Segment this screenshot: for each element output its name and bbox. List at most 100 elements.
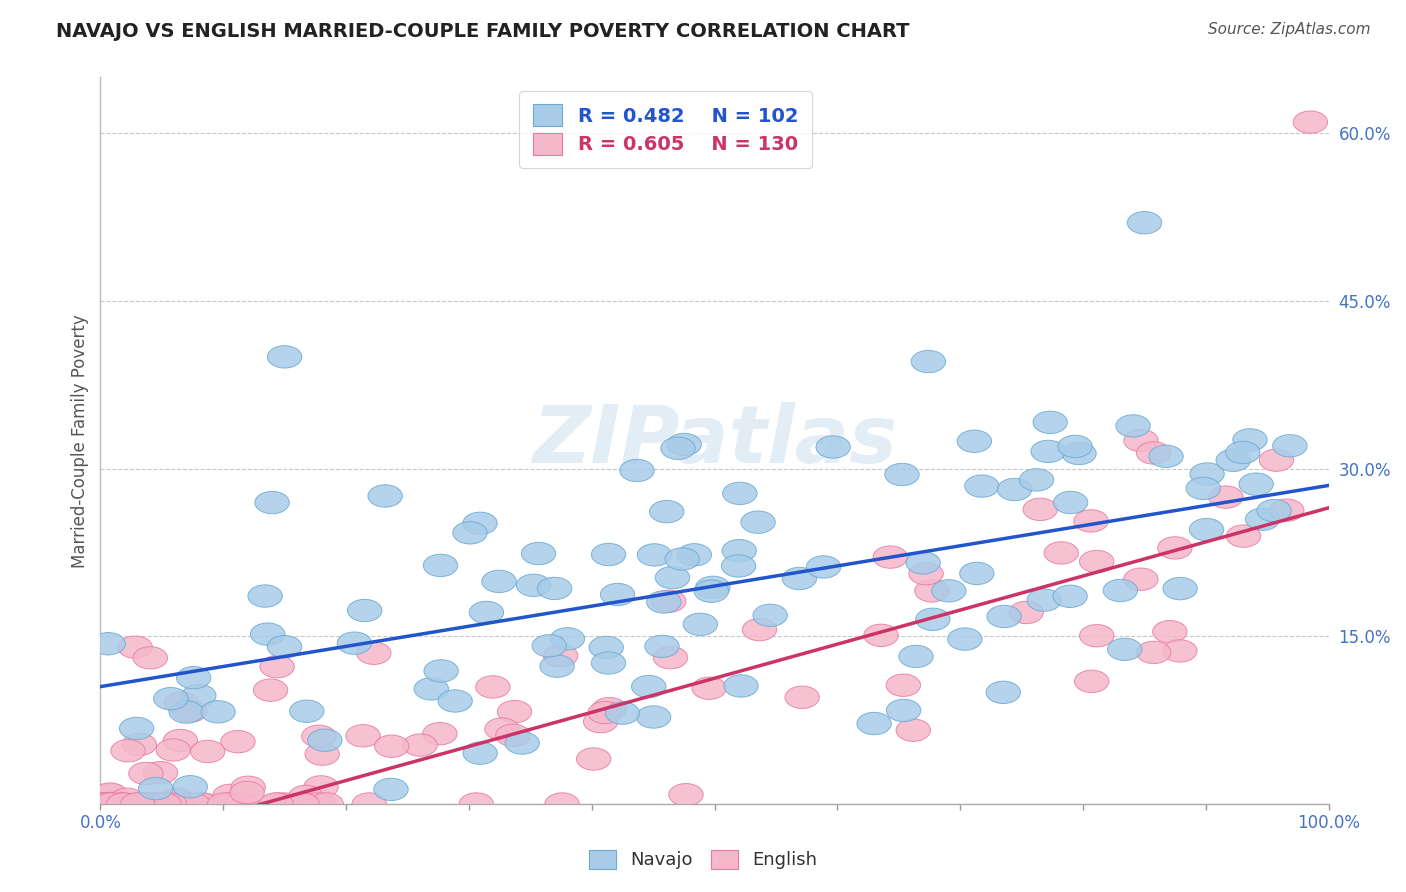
Ellipse shape (96, 793, 129, 815)
Ellipse shape (806, 556, 841, 578)
Ellipse shape (696, 576, 730, 599)
Ellipse shape (163, 730, 198, 752)
Ellipse shape (357, 642, 391, 665)
Ellipse shape (537, 577, 572, 599)
Ellipse shape (661, 437, 695, 459)
Ellipse shape (654, 647, 688, 669)
Ellipse shape (368, 484, 402, 508)
Ellipse shape (374, 735, 409, 757)
Ellipse shape (136, 793, 172, 815)
Ellipse shape (212, 784, 247, 806)
Ellipse shape (723, 483, 756, 505)
Ellipse shape (1187, 477, 1220, 500)
Ellipse shape (156, 739, 190, 761)
Ellipse shape (97, 791, 132, 814)
Ellipse shape (260, 656, 294, 678)
Ellipse shape (1080, 624, 1114, 647)
Ellipse shape (1024, 498, 1057, 521)
Ellipse shape (665, 548, 699, 570)
Ellipse shape (1074, 509, 1108, 533)
Ellipse shape (1157, 537, 1192, 559)
Ellipse shape (186, 793, 219, 815)
Ellipse shape (908, 563, 943, 585)
Ellipse shape (107, 793, 142, 815)
Ellipse shape (337, 632, 371, 655)
Y-axis label: Married-Couple Family Poverty: Married-Couple Family Poverty (72, 314, 89, 567)
Ellipse shape (1260, 449, 1294, 471)
Ellipse shape (152, 793, 187, 815)
Ellipse shape (1163, 577, 1198, 599)
Ellipse shape (285, 793, 319, 815)
Ellipse shape (89, 793, 122, 815)
Ellipse shape (89, 793, 122, 815)
Ellipse shape (87, 793, 121, 815)
Ellipse shape (1062, 442, 1097, 465)
Text: ZIPatlas: ZIPatlas (531, 401, 897, 480)
Ellipse shape (1226, 524, 1261, 548)
Ellipse shape (1136, 442, 1171, 464)
Ellipse shape (606, 702, 640, 724)
Ellipse shape (415, 678, 449, 700)
Ellipse shape (965, 475, 1000, 498)
Ellipse shape (1026, 589, 1062, 611)
Ellipse shape (290, 700, 323, 723)
Ellipse shape (589, 636, 623, 658)
Ellipse shape (221, 731, 254, 753)
Ellipse shape (176, 793, 209, 815)
Ellipse shape (122, 793, 156, 815)
Ellipse shape (505, 731, 540, 755)
Ellipse shape (742, 618, 776, 640)
Ellipse shape (212, 793, 246, 815)
Ellipse shape (89, 793, 122, 815)
Ellipse shape (754, 604, 787, 626)
Ellipse shape (724, 674, 758, 698)
Ellipse shape (655, 566, 690, 589)
Ellipse shape (741, 511, 775, 533)
Ellipse shape (121, 793, 155, 815)
Ellipse shape (347, 599, 382, 622)
Ellipse shape (247, 585, 283, 607)
Ellipse shape (1123, 568, 1159, 591)
Ellipse shape (110, 789, 145, 811)
Ellipse shape (93, 783, 127, 805)
Ellipse shape (576, 747, 610, 770)
Ellipse shape (134, 793, 169, 815)
Ellipse shape (540, 655, 574, 677)
Text: Source: ZipAtlas.com: Source: ZipAtlas.com (1208, 22, 1371, 37)
Ellipse shape (815, 436, 851, 458)
Ellipse shape (190, 740, 225, 763)
Ellipse shape (637, 544, 672, 566)
Ellipse shape (1053, 491, 1088, 514)
Ellipse shape (1226, 442, 1260, 464)
Ellipse shape (259, 793, 294, 815)
Ellipse shape (498, 700, 531, 723)
Ellipse shape (231, 781, 264, 804)
Ellipse shape (153, 688, 188, 710)
Ellipse shape (645, 635, 679, 657)
Ellipse shape (173, 700, 207, 723)
Ellipse shape (305, 743, 339, 765)
Ellipse shape (118, 793, 152, 815)
Ellipse shape (1074, 670, 1109, 692)
Ellipse shape (1189, 518, 1223, 541)
Ellipse shape (669, 783, 703, 805)
Ellipse shape (592, 698, 627, 720)
Ellipse shape (960, 562, 994, 584)
Ellipse shape (159, 789, 194, 811)
Ellipse shape (352, 793, 387, 815)
Ellipse shape (423, 554, 458, 576)
Ellipse shape (1053, 585, 1087, 607)
Ellipse shape (288, 785, 323, 807)
Ellipse shape (482, 570, 516, 592)
Ellipse shape (208, 793, 242, 815)
Ellipse shape (905, 551, 941, 574)
Ellipse shape (253, 679, 288, 701)
Ellipse shape (873, 546, 907, 568)
Ellipse shape (475, 676, 510, 698)
Ellipse shape (100, 793, 135, 815)
Ellipse shape (89, 793, 124, 815)
Ellipse shape (1128, 211, 1161, 234)
Ellipse shape (911, 351, 946, 373)
Ellipse shape (94, 793, 128, 815)
Ellipse shape (1270, 499, 1303, 521)
